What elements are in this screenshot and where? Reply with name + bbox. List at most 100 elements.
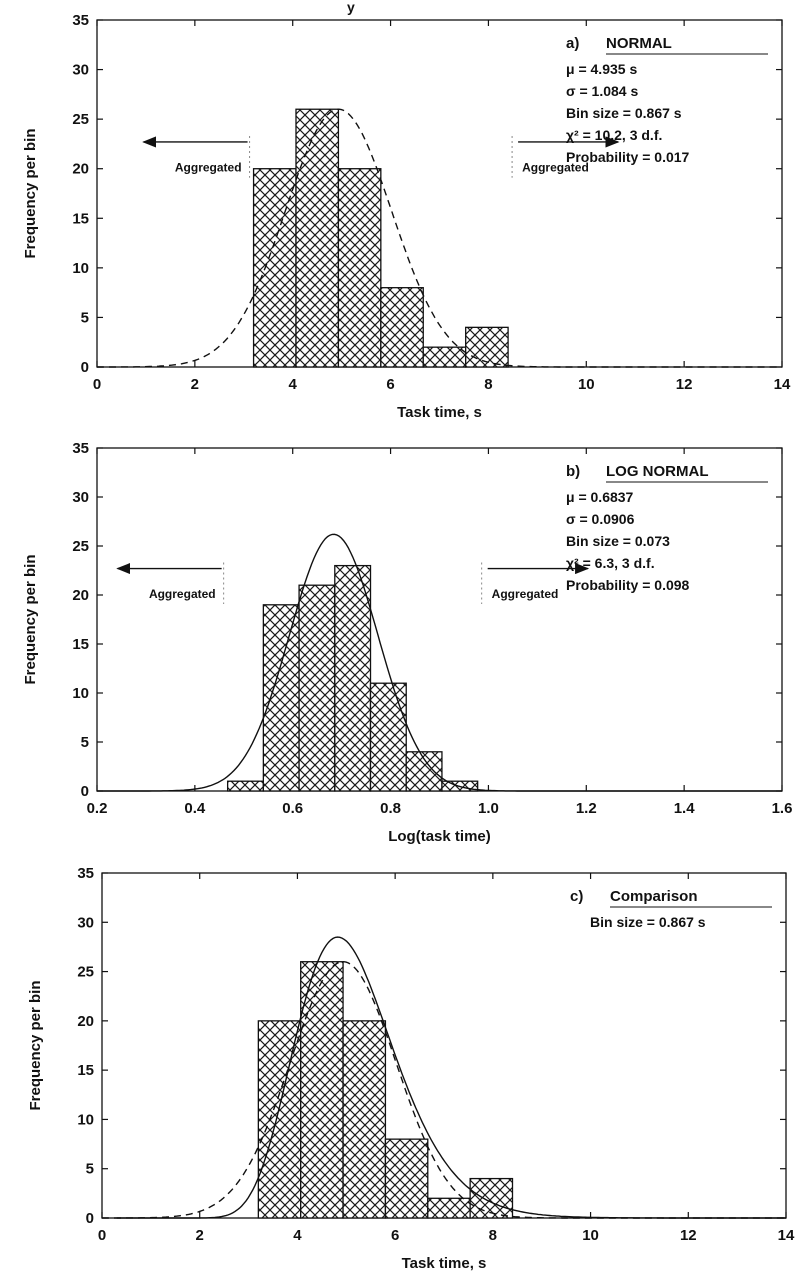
x-tick-label: 1.2 (576, 800, 597, 817)
y-tick-label: 0 (86, 1210, 94, 1227)
x-tick-label: 0.4 (184, 800, 206, 817)
x-tick-label: 1.6 (772, 800, 793, 817)
histogram-bar (226, 780, 265, 792)
y-axis-title: Frequency per bin (22, 128, 39, 258)
x-axis-title: Log(task time) (388, 828, 491, 845)
histogram-bar (465, 326, 509, 368)
y-tick-label: 15 (72, 636, 89, 653)
y-tick-label: 30 (77, 914, 94, 931)
y-tick-label: 25 (72, 111, 89, 128)
x-tick-label: 12 (676, 376, 693, 393)
panel-label: b) (566, 463, 580, 480)
y-tick-label: 35 (77, 865, 94, 882)
y-tick-label: 15 (72, 210, 89, 227)
histogram-bar (427, 1197, 471, 1219)
y-tick-label: 25 (77, 964, 94, 981)
x-tick-label: 4 (289, 376, 298, 393)
x-tick-label: 14 (774, 376, 791, 393)
stat-line: Probability = 0.017 (566, 149, 690, 165)
y-axis-title: Frequency per bin (27, 980, 44, 1110)
x-tick-label: 0 (98, 1227, 106, 1244)
y-tick-label: 5 (86, 1161, 94, 1178)
y-tick-label: 25 (72, 538, 89, 555)
stat-line: Bin size = 0.867 s (566, 105, 682, 121)
normal-fit-curve (97, 108, 782, 368)
x-tick-label: 6 (386, 376, 394, 393)
plot-frame (96, 19, 783, 368)
x-tick-label: 0.6 (282, 800, 303, 817)
histogram-bar (369, 682, 407, 792)
x-tick-label: 10 (578, 376, 595, 393)
y-tick-label: 5 (81, 734, 89, 751)
y-tick-label: 35 (72, 440, 89, 457)
panel-title: NORMAL (606, 35, 672, 52)
x-tick-label: 0 (93, 376, 101, 393)
x-tick-label: 1.0 (478, 800, 499, 817)
histogram-bar (342, 1020, 387, 1219)
stat-line: Bin size = 0.867 s (590, 914, 706, 930)
aggregated-right-label: Aggregated (522, 161, 589, 175)
y-tick-label: 15 (77, 1062, 94, 1079)
stat-line: σ = 0.0906 (566, 511, 635, 527)
y-tick-label: 0 (81, 783, 89, 800)
panel-label: c) (570, 888, 583, 905)
y-tick-label: 0 (81, 359, 89, 376)
normal-fit-curve (102, 960, 786, 1219)
y-tick-label: 10 (72, 685, 89, 702)
y-tick-label: 20 (77, 1013, 94, 1030)
histogram-bar (337, 168, 382, 368)
chart-panel-2: 0 5 10 15 20 25 30 35 0.2 0.4 0.6 0.8 1.0 1.2 1.4 1.6 Lo… (22, 440, 792, 845)
y-tick-label: 20 (72, 587, 89, 604)
chart-panel-3: 0 5 10 15 20 25 30 35 0 2 4 6 8 10 12 14 Task time, s Fre… (27, 865, 795, 1272)
x-tick-label: 0.2 (87, 800, 108, 817)
histogram-bar (334, 564, 372, 792)
stat-line: μ = 0.6837 (566, 489, 634, 505)
histogram-bar (298, 584, 336, 792)
histogram-bar (469, 1177, 514, 1219)
histogram-bar (422, 346, 467, 368)
histogram-bar (257, 1020, 302, 1219)
x-tick-label: 2 (196, 1227, 204, 1244)
aggregated-left-label: Aggregated (149, 587, 216, 601)
x-tick-label: 4 (293, 1227, 302, 1244)
y-tick-label: 5 (81, 309, 89, 326)
histogram-bar (295, 108, 340, 368)
histogram-bar (380, 287, 424, 368)
y-tick-label: 35 (72, 12, 89, 29)
y-axis-title: Frequency per bin (22, 554, 39, 684)
stat-line: σ = 1.084 s (566, 83, 638, 99)
histogram-bar (405, 751, 443, 792)
y-tick-label: 10 (72, 260, 89, 277)
stat-line: χ² = 6.3, 3 d.f. (566, 555, 655, 571)
x-tick-label: 0.8 (380, 800, 401, 817)
aggregated-right-label: Aggregated (492, 587, 559, 601)
histogram-bar (300, 961, 344, 1219)
x-tick-label: 8 (489, 1227, 497, 1244)
x-tick-label: 14 (778, 1227, 795, 1244)
panel-title: Comparison (610, 888, 698, 905)
aggregated-left-label: Aggregated (175, 161, 242, 175)
y-tick-label: 30 (72, 489, 89, 506)
histogram-bar (384, 1138, 429, 1219)
y-tick-label: 30 (72, 62, 89, 79)
plot-frame (96, 447, 783, 792)
histogram-bar (262, 604, 300, 792)
y-tick-label: 20 (72, 161, 89, 178)
x-axis-title: Task time, s (397, 404, 482, 421)
x-tick-label: 8 (484, 376, 492, 393)
figure-title-fragment: y (347, 0, 355, 15)
y-tick-label: 10 (77, 1111, 94, 1128)
chart-panel-1: 0 5 10 15 20 25 30 35 0 2 4 6 8 10 12 14 Task time, s Fre… (22, 12, 791, 421)
stat-line: μ = 4.935 s (566, 61, 637, 77)
stat-line: χ² = 10.2, 3 d.f. (566, 127, 662, 143)
stat-line: Bin size = 0.073 (566, 533, 670, 549)
panel-label: a) (566, 35, 579, 52)
x-tick-label: 1.4 (674, 800, 696, 817)
panel-title: LOG NORMAL (606, 463, 709, 480)
x-tick-label: 12 (680, 1227, 697, 1244)
x-tick-label: 6 (391, 1227, 399, 1244)
x-tick-label: 2 (191, 376, 199, 393)
x-tick-label: 10 (582, 1227, 599, 1244)
